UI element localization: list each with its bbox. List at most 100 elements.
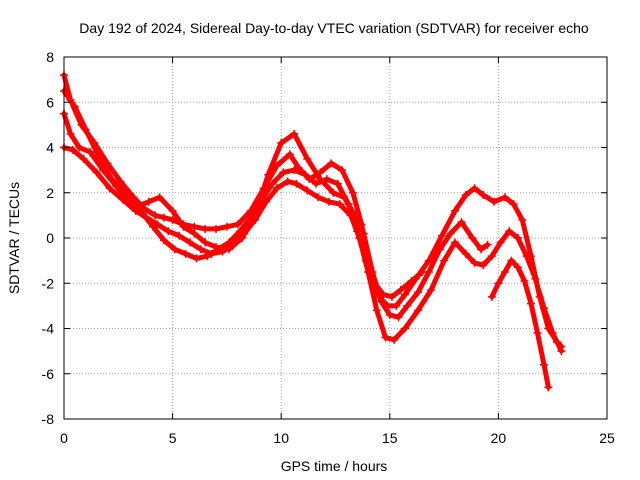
data-point <box>70 102 79 111</box>
data-point <box>387 292 396 301</box>
data-point <box>392 301 401 310</box>
data-point <box>283 177 292 186</box>
data-point <box>414 306 423 315</box>
data-point <box>322 175 331 184</box>
data-point <box>522 252 531 261</box>
data-point <box>261 197 270 206</box>
data-point <box>246 213 255 222</box>
data-point <box>303 154 312 163</box>
data-point <box>303 186 312 195</box>
data-point <box>179 222 188 231</box>
data-point <box>494 279 503 288</box>
data-point <box>212 224 221 233</box>
data-point <box>479 191 488 200</box>
data-point <box>500 193 509 202</box>
data-point <box>314 193 323 202</box>
data-point <box>311 179 320 188</box>
data-point <box>526 299 535 308</box>
data-point <box>544 383 553 392</box>
data-point <box>338 166 347 175</box>
data-point <box>168 215 177 224</box>
data-point <box>344 200 353 209</box>
x-tick-label: 0 <box>60 430 68 446</box>
data-point <box>468 234 477 242</box>
y-tick-label: -6 <box>42 366 55 382</box>
data-point <box>513 234 522 242</box>
x-tick-label: 20 <box>491 430 507 446</box>
data-point <box>418 267 427 276</box>
data-point <box>112 181 121 190</box>
data-point <box>381 333 390 342</box>
data-point <box>268 179 277 188</box>
data-point <box>192 254 201 263</box>
data-point <box>175 231 184 240</box>
data-point <box>518 215 527 224</box>
data-point <box>370 279 379 288</box>
x-tick-label: 5 <box>169 430 177 446</box>
data-point <box>461 249 470 258</box>
data-point <box>279 168 288 177</box>
data-point <box>377 297 386 306</box>
data-point <box>272 184 281 193</box>
data-point <box>168 206 177 215</box>
data-point <box>390 335 399 344</box>
data-point <box>201 238 210 247</box>
data-point <box>477 245 486 254</box>
data-point <box>531 274 540 283</box>
data-point <box>470 258 479 267</box>
y-tick-label: -8 <box>42 411 55 427</box>
data-point <box>446 229 455 238</box>
y-tick-label: 2 <box>46 185 54 201</box>
data-point <box>396 286 405 295</box>
data-point <box>116 177 125 186</box>
data-point <box>427 286 436 295</box>
y-tick-label: 4 <box>46 140 54 156</box>
data-point <box>327 159 336 168</box>
data-point <box>290 129 299 138</box>
data-point <box>68 145 77 154</box>
data-point <box>500 267 509 276</box>
data-point <box>185 238 194 247</box>
data-point <box>540 304 549 313</box>
data-point <box>353 227 362 236</box>
data-point <box>483 240 492 249</box>
data-point <box>359 229 368 238</box>
data-point <box>533 329 542 338</box>
data-point <box>505 227 514 236</box>
data-point <box>403 301 412 310</box>
data-point <box>407 276 416 285</box>
data-point <box>105 184 114 193</box>
data-point <box>153 220 162 229</box>
data-point <box>470 184 479 193</box>
data-point <box>361 256 370 265</box>
data-point <box>159 236 168 245</box>
x-axis-label: GPS time / hours <box>281 458 388 474</box>
data-point <box>513 263 522 272</box>
data-point <box>92 168 101 177</box>
data-series <box>60 71 566 392</box>
data-point <box>509 200 518 209</box>
data-point <box>225 238 234 247</box>
data-point <box>329 188 338 197</box>
data-point <box>440 256 449 265</box>
x-tick-label: 10 <box>273 430 289 446</box>
data-point <box>190 222 199 231</box>
data-point <box>235 227 244 236</box>
data-point <box>540 360 549 369</box>
data-point <box>125 197 134 206</box>
data-point <box>155 193 164 202</box>
data-point <box>335 200 344 209</box>
y-tick-label: 8 <box>46 49 54 65</box>
data-point <box>75 143 84 152</box>
data-point <box>214 245 223 254</box>
data-point <box>264 170 273 179</box>
data-point <box>479 261 488 270</box>
y-tick-label: -4 <box>42 321 55 337</box>
data-point <box>372 306 381 315</box>
data-point <box>170 245 179 254</box>
y-axis-label: SDTVAR / TECUs <box>6 182 22 294</box>
data-point <box>401 290 410 299</box>
data-point <box>496 238 505 247</box>
data-point <box>385 310 394 319</box>
